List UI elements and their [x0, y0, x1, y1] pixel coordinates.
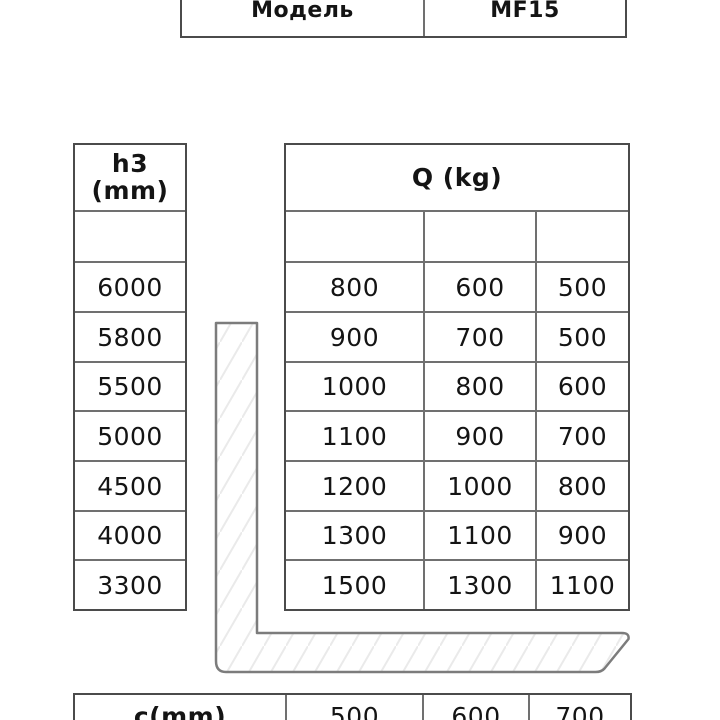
- q-value-cell: 1500: [286, 561, 425, 609]
- h3-header-line2: (mm): [91, 175, 169, 205]
- q-value-cell: 600: [537, 363, 628, 412]
- q-table: Q (kg) 800 600 500 900 700 500 1000 800 …: [284, 143, 630, 611]
- h3-value-cell: 3300: [97, 570, 163, 600]
- q-value-cell: 500: [537, 263, 628, 313]
- fork-profile-drawing: [214, 321, 630, 674]
- q-value-cell: 1000: [425, 462, 537, 512]
- q-empty-cell: [425, 212, 537, 263]
- q-value-cell: 500: [537, 313, 628, 363]
- q-value-cell: 900: [286, 313, 425, 363]
- q-value-cell: 1100: [549, 570, 616, 600]
- q-value-cell: 800: [286, 263, 425, 313]
- q-value-cell: 1200: [286, 462, 425, 512]
- q-value-cell: 900: [425, 412, 537, 462]
- h3-value-cell: 5500: [75, 363, 185, 412]
- q-value-cell: 1300: [425, 561, 537, 609]
- h3-empty-cell: [75, 212, 185, 263]
- q-empty-cell: [286, 212, 425, 263]
- q-value-cell: 1000: [286, 363, 425, 412]
- h3-header-line1: h3: [111, 149, 149, 179]
- c-table: c(mm) 500 600 700: [73, 693, 632, 720]
- c-value-cell: 600: [424, 695, 530, 720]
- h3-value-cell: 6000: [75, 263, 185, 313]
- c-value-cell: 700: [555, 701, 605, 720]
- h3-value-cell: 4500: [75, 462, 185, 512]
- model-header-table: Модель MF15: [180, 0, 627, 38]
- q-value-cell: 600: [425, 263, 537, 313]
- q-value-cell: 800: [537, 462, 628, 512]
- h3-table: h3 (mm) 6000 5800 5500 5000 4500 4000 33…: [73, 143, 187, 611]
- q-value-cell: 800: [425, 363, 537, 412]
- h3-value-cell: 4000: [75, 512, 185, 561]
- q-value-cell: 1300: [286, 512, 425, 561]
- c-label-cell: c(mm): [75, 695, 287, 720]
- h3-value-cell: 5000: [75, 412, 185, 462]
- q-header-cell: Q (kg): [286, 145, 628, 212]
- c-value-cell: 500: [287, 695, 424, 720]
- q-value-cell: 700: [537, 412, 628, 462]
- fork-outline: [214, 321, 630, 674]
- model-label-cell: Модель: [182, 0, 425, 36]
- model-value-cell: MF15: [490, 0, 560, 23]
- h3-header-cell: h3 (mm): [75, 145, 185, 212]
- q-value-cell: 900: [537, 512, 628, 561]
- q-value-cell: 700: [425, 313, 537, 363]
- q-empty-cell: [537, 212, 628, 263]
- q-value-cell: 1100: [425, 512, 537, 561]
- q-value-cell: 1100: [286, 412, 425, 462]
- h3-value-cell: 5800: [75, 313, 185, 363]
